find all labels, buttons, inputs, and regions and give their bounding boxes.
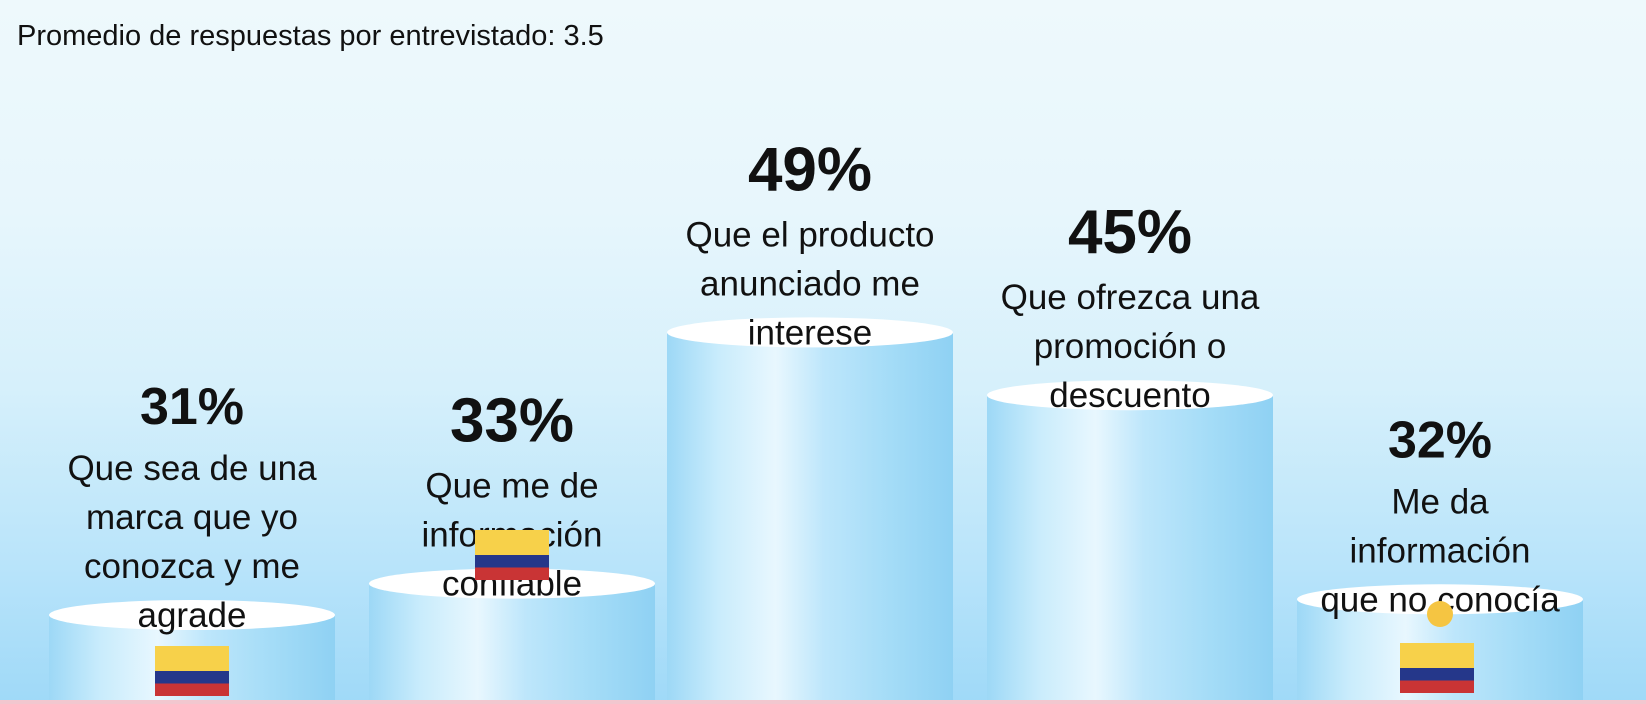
category-label-line: Que el producto [685,215,934,254]
category-label-line: Me da [1391,482,1489,521]
bar-top-2 [369,568,655,599]
bar-value-label-4: 45% [1068,198,1192,267]
yellow-dot-icon [1427,601,1453,627]
chart-subtitle: Promedio de respuestas por entrevistado:… [17,20,604,52]
bar-4 [987,395,1273,704]
bar-3 [667,332,953,704]
category-label-line: interese [748,313,873,352]
category-label-3: Que el producto anunciado me interese [685,215,934,352]
colombia-flag-icon [475,530,549,580]
bar-2 [369,583,655,704]
bottom-strip [0,700,1646,704]
bar-value-label-1: 31% [140,378,244,436]
bar-group-4: 45% Que ofrezca una promoción o descuento [987,198,1273,704]
category-label-5: Me da información que no conocía [1320,482,1560,619]
bar-value-label-2: 33% [450,387,574,456]
bar-group-5: 32%Me da información que no conocía [1297,411,1583,704]
category-label-line: marca que yo [86,498,298,537]
colombia-flag-icon [1400,643,1474,693]
bar-top-5 [1297,584,1583,615]
category-label-1: Que sea de una marca que yo conozca y me ag… [67,449,317,635]
bar-group-1: 31% Que sea de una marca que yo conozca y m… [49,378,335,704]
category-label-line: agrade [138,596,247,635]
category-label-line: promoción o [1034,327,1227,366]
bar-value-label-5: 32% [1388,411,1492,469]
bar-top-1 [49,600,335,630]
category-label-4: Que ofrezca una promoción o descuento [1001,278,1260,415]
category-label-line: Que me de [425,467,598,506]
bar-top-4 [987,380,1273,411]
category-label-line: información [1350,531,1531,570]
category-label-line: descuento [1049,376,1211,415]
category-label-line: Que ofrezca una [1001,278,1260,317]
colombia-flag-icon [155,646,229,696]
bar-group-3: 49% Que el producto anunciado me interese [667,135,953,704]
category-label-line: conozca y me [84,547,300,586]
bar-top-3 [667,317,953,348]
bar-group-2: 33%Que me deinformaciónconfiable [369,387,655,704]
category-label-line: anunciado me [700,264,920,303]
category-label-line: Que sea de una [67,449,317,488]
bar-value-label-3: 49% [748,135,872,204]
